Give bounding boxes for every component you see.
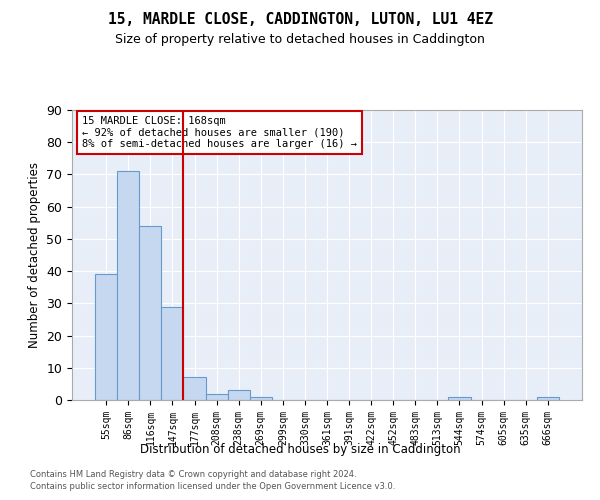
- Bar: [117, 171, 139, 400]
- Text: 15 MARDLE CLOSE: 168sqm
← 92% of detached houses are smaller (190)
8% of semi-de: 15 MARDLE CLOSE: 168sqm ← 92% of detache…: [82, 116, 357, 149]
- Text: Distribution of detached houses by size in Caddington: Distribution of detached houses by size …: [140, 442, 460, 456]
- Text: Contains public sector information licensed under the Open Government Licence v3: Contains public sector information licen…: [30, 482, 395, 491]
- Bar: [95, 274, 117, 400]
- Bar: [227, 390, 250, 400]
- Y-axis label: Number of detached properties: Number of detached properties: [28, 162, 41, 348]
- Bar: [184, 378, 206, 400]
- Bar: [448, 397, 470, 400]
- Bar: [139, 226, 161, 400]
- Bar: [161, 306, 184, 400]
- Bar: [206, 394, 227, 400]
- Bar: [537, 397, 559, 400]
- Text: Contains HM Land Registry data © Crown copyright and database right 2024.: Contains HM Land Registry data © Crown c…: [30, 470, 356, 479]
- Bar: [250, 397, 272, 400]
- Text: Size of property relative to detached houses in Caddington: Size of property relative to detached ho…: [115, 32, 485, 46]
- Text: 15, MARDLE CLOSE, CADDINGTON, LUTON, LU1 4EZ: 15, MARDLE CLOSE, CADDINGTON, LUTON, LU1…: [107, 12, 493, 28]
